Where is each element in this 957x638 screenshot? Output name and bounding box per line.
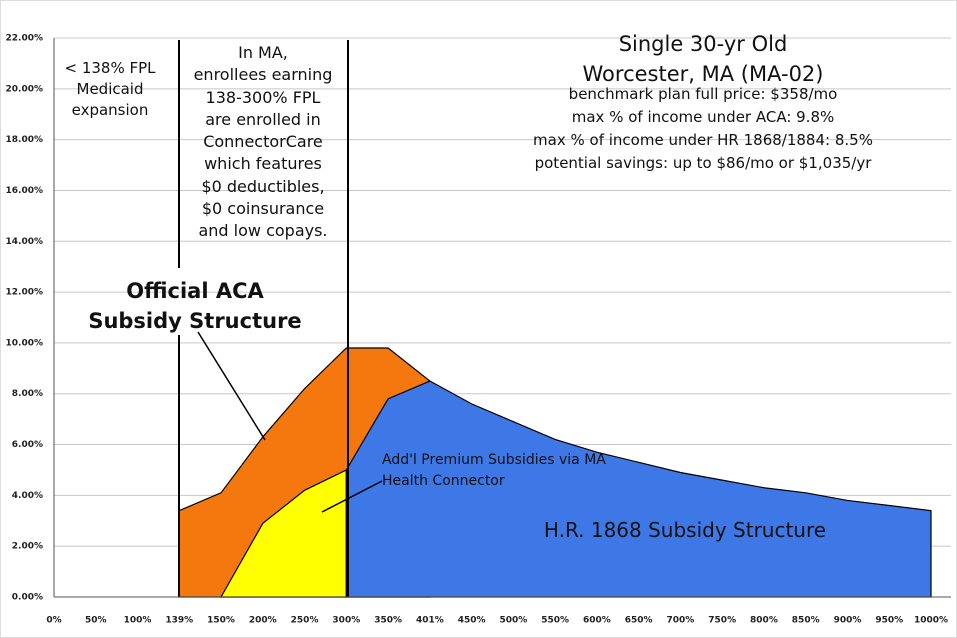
x-tick-label: 700% (667, 616, 695, 626)
x-tick-label: 139% (165, 616, 193, 626)
x-tick-label: 850% (792, 616, 820, 626)
x-tick-label: 250% (291, 616, 319, 626)
overlay (178, 40, 383, 597)
x-tick-label: 950% (875, 616, 903, 626)
chart-title: Single 30-yr Old Worcester, MA (MA-02) (503, 29, 903, 89)
y-tick-label: 0.00% (12, 593, 43, 603)
y-tick-label: 14.00% (6, 237, 44, 247)
x-tick-label: 0% (46, 616, 61, 626)
note-line: max % of income under HR 1868/1884: 8.5% (533, 131, 873, 149)
annotation: < 138% FPL Medicaid expansion (50, 58, 170, 121)
annotation-line: Medicaid (76, 80, 144, 98)
series-label: Official ACA Subsidy Structure (88, 279, 302, 333)
x-tick-label: 1000% (914, 616, 948, 626)
x-tick-label: 50% (85, 616, 107, 626)
x-tick-label: 900% (834, 616, 862, 626)
areas (178, 347, 932, 598)
series-label: H.R. 1868 Subsidy Structure (543, 518, 827, 542)
annotation-line: < 138% FPL (64, 59, 156, 77)
x-tick-label: 450% (458, 616, 486, 626)
note-line: benchmark plan full price: $358/mo (568, 85, 838, 103)
y-tick-label: 2.00% (12, 542, 43, 552)
pointer (197, 331, 266, 441)
x-tick-label: 300% (332, 616, 360, 626)
annotation: In MA, enrollees earning 138-300% FPL are e… (182, 42, 344, 243)
annotation-line: $0 deductibles, (201, 176, 325, 196)
y-tick-label: 22.00% (6, 34, 44, 44)
x-tick-label: 150% (207, 616, 235, 626)
y-tick-label: 16.00% (6, 186, 44, 196)
annotation-line: In MA, (238, 43, 288, 62)
x-tick-label: 750% (708, 616, 736, 626)
y-tick-label: 18.00% (6, 135, 44, 145)
x-tick-label: 350% (374, 616, 402, 626)
y-tick-label: 20.00% (6, 84, 44, 94)
y-tick-label: 4.00% (12, 491, 43, 501)
annotation-line: which features (204, 154, 322, 174)
annotation-line: expansion (71, 101, 149, 119)
x-tick-label: 401% (416, 616, 444, 626)
note-line: potential savings: up to $86/mo or $1,03… (534, 154, 872, 172)
area (345, 380, 932, 598)
axes: 0.00% 2.00% 4.00% 6.00% 8.00% 10.00% 12.00% 14.… (6, 34, 951, 626)
annotation-line: 138-300% FPL (205, 87, 321, 107)
annotation-line: ConnectorCare (203, 132, 323, 152)
y-tick-label: 12.00% (6, 288, 44, 298)
x-tick-label: 200% (249, 616, 277, 626)
notes: benchmark plan full price: $358/mo max % … (483, 83, 923, 175)
series-label: Add'l Premium Subsidies via MA Health Co… (382, 452, 606, 489)
annotation-line: $0 coinsurance (201, 199, 325, 219)
pointer (321, 480, 383, 513)
x-tick-label: 600% (583, 616, 611, 626)
x-tick-label: 550% (541, 616, 569, 626)
y-tick-label: 8.00% (12, 389, 43, 399)
note-line: max % of income under ACA: 9.8% (571, 108, 835, 126)
x-tick-label: 100% (124, 616, 152, 626)
annotation-line: and low copays. (198, 221, 328, 241)
x-tick-label: 800% (750, 616, 778, 626)
title-line: Single 30-yr Old (618, 32, 788, 56)
x-tick-label: 500% (499, 616, 527, 626)
annotation-line: are enrolled in (205, 109, 321, 129)
x-tick-label: 650% (625, 616, 653, 626)
y-tick-label: 6.00% (12, 440, 43, 450)
title-line: Worcester, MA (MA-02) (582, 62, 824, 86)
y-tick-label: 10.00% (6, 338, 44, 348)
annotation-line: enrollees earning (193, 65, 333, 85)
